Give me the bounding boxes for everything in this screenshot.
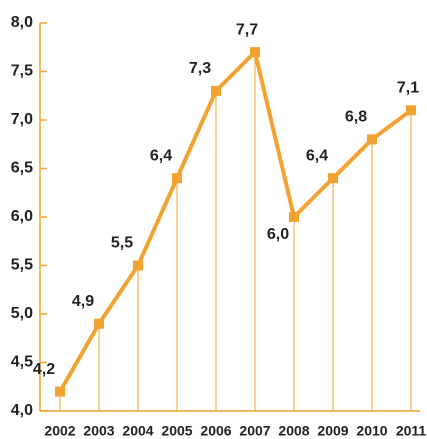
x-tick-label: 2004 <box>122 423 153 439</box>
marker <box>367 134 377 145</box>
y-tick-label: 4,0 <box>11 402 33 419</box>
data-label: 6,8 <box>345 109 367 126</box>
y-tick-label: 4,5 <box>11 354 33 371</box>
y-tick-label: 6,5 <box>11 160 33 177</box>
marker <box>289 212 299 222</box>
data-label: 7,3 <box>189 60 211 77</box>
marker <box>94 318 104 329</box>
marker <box>328 173 338 184</box>
marker <box>406 105 416 116</box>
data-label: 4,9 <box>72 293 94 310</box>
marker <box>55 386 65 397</box>
x-tick-label: 2006 <box>200 423 231 439</box>
x-tick-label: 2007 <box>239 423 270 439</box>
x-tick-label: 2008 <box>278 423 309 439</box>
x-tick-label: 2009 <box>317 423 348 439</box>
marker <box>133 260 143 271</box>
marker <box>250 47 260 58</box>
y-tick-label: 8,0 <box>11 14 33 31</box>
y-tick-label: 6,0 <box>11 208 33 225</box>
y-tick-label: 7,5 <box>11 63 33 80</box>
series-line <box>58 50 413 393</box>
marker <box>172 173 182 184</box>
data-label: 7,7 <box>236 21 258 38</box>
x-tick-label: 2011 <box>396 423 427 439</box>
x-tick-label: 2003 <box>83 423 114 439</box>
data-label: 6,4 <box>150 147 172 164</box>
data-label: 6,0 <box>267 226 289 243</box>
y-tick-label: 5,5 <box>11 257 33 274</box>
y-tick-label: 7,0 <box>11 111 33 128</box>
marker <box>211 85 221 96</box>
y-tick-label: 5,0 <box>11 305 33 322</box>
x-tick-label: 2005 <box>161 423 192 439</box>
x-tick-label: 2010 <box>356 423 387 439</box>
x-tick-label: 2002 <box>44 423 75 439</box>
data-label: 6,4 <box>306 147 328 164</box>
data-label: 7,1 <box>397 80 419 97</box>
data-label: 4,2 <box>33 361 55 378</box>
data-label: 5,5 <box>111 235 133 252</box>
